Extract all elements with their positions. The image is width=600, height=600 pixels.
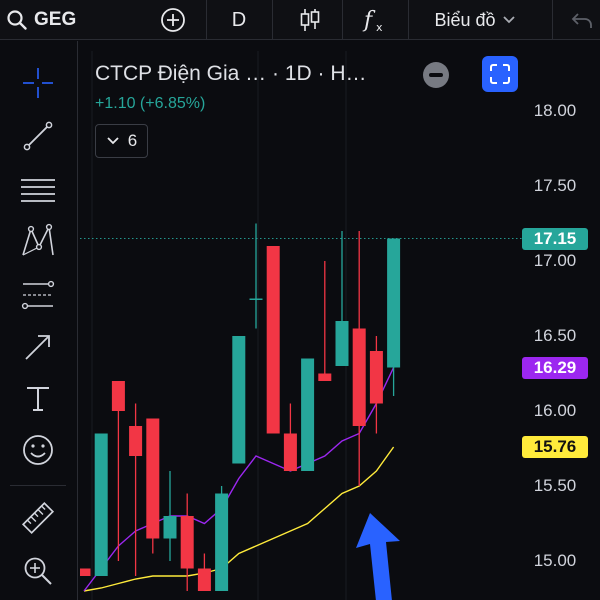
candle-body <box>197 568 211 591</box>
arrow-annotation <box>356 513 400 600</box>
undo-button[interactable] <box>565 0 599 40</box>
brush-tool[interactable] <box>14 325 62 369</box>
price-change: +1.10 (+6.85%) <box>95 95 206 112</box>
chevron-down-icon <box>107 137 119 145</box>
toolbar-divider <box>342 0 343 40</box>
trend-line-icon <box>23 121 53 151</box>
symbol-label: GEG <box>34 9 77 30</box>
toolbar-divider <box>272 0 273 40</box>
xabcd-pattern-icon <box>22 223 54 256</box>
candle-body <box>387 238 401 368</box>
drawing-toolbar <box>0 41 78 600</box>
price-scale-label: 16.50 <box>533 326 577 345</box>
indicator-count: 6 <box>127 131 138 150</box>
forecast-lines-icon <box>21 280 55 310</box>
chart-type-dropdown[interactable]: Biểu đồ <box>415 0 535 40</box>
svg-text:f: f <box>362 8 376 33</box>
toolbar-divider <box>408 0 409 40</box>
toolbar-divider <box>206 0 207 40</box>
arrow-pen-icon <box>25 335 50 360</box>
indicators-button[interactable]: f x <box>360 0 392 40</box>
candle-body <box>232 336 246 464</box>
price-scale-label: 18.00 <box>533 101 577 120</box>
candle-body <box>180 516 194 569</box>
fib-retracement-tool[interactable] <box>14 167 62 211</box>
fullscreen-button[interactable] <box>482 56 518 92</box>
price-scale-label: 15.00 <box>533 551 577 570</box>
add-circle-icon <box>161 8 185 32</box>
crosshair-tool[interactable] <box>14 61 62 105</box>
zoom-in-icon <box>24 557 52 585</box>
tools-divider <box>10 485 66 486</box>
price-chart[interactable] <box>80 41 600 600</box>
collapse-button[interactable] <box>423 62 449 88</box>
horizontal-lines-icon <box>21 179 55 202</box>
chart-pane[interactable] <box>80 41 600 600</box>
chart-type-label: Biểu đồ <box>434 9 496 30</box>
candlestick-icon <box>300 9 320 31</box>
pattern-tool[interactable] <box>14 219 62 263</box>
candle-body <box>335 321 349 366</box>
fullscreen-icon <box>490 64 510 84</box>
crosshair-icon <box>23 68 53 98</box>
price-tag: 17.15 <box>522 227 588 250</box>
candle-body <box>266 246 280 434</box>
function-fx-icon: f x <box>362 8 383 34</box>
zoom-in-tool[interactable] <box>14 549 62 593</box>
candle-body <box>369 351 383 404</box>
price-scale-label: 16.00 <box>533 401 577 420</box>
candle-body <box>111 381 125 411</box>
candle-body <box>301 358 315 471</box>
price-tag: 16.29 <box>522 356 588 379</box>
candle-body <box>352 328 366 426</box>
price-scale-label: 17.00 <box>533 251 577 270</box>
candles-type-button[interactable] <box>294 0 326 40</box>
minus-icon <box>429 73 443 77</box>
price-scale-label: 17.50 <box>533 176 577 195</box>
candle-body <box>129 426 143 456</box>
ma-slow-line <box>83 446 395 592</box>
indicators-toggle[interactable]: 6 <box>95 124 148 158</box>
forecasting-tool[interactable] <box>14 273 62 317</box>
candle-body <box>94 433 108 576</box>
svg-text:x: x <box>376 21 383 34</box>
candle-body <box>249 298 263 300</box>
candle-body <box>146 418 160 539</box>
text-tool[interactable] <box>14 377 62 421</box>
candle-body <box>80 568 91 576</box>
symbol-search-button[interactable]: GEG <box>6 0 146 40</box>
candle-body <box>163 516 177 539</box>
chevron-down-icon <box>502 16 515 24</box>
search-icon <box>7 10 27 30</box>
toolbar-divider <box>552 0 553 40</box>
smiley-icon <box>23 435 53 465</box>
measure-tool[interactable] <box>14 496 62 540</box>
compare-symbol-button[interactable] <box>156 0 190 40</box>
top-toolbar: GEG D f x Biểu đồ <box>0 0 600 40</box>
trend-line-tool[interactable] <box>14 114 62 158</box>
undo-icon <box>571 13 592 28</box>
legend-title[interactable]: CTCP Điện Gia … · 1D · H… <box>95 62 367 85</box>
ruler-icon <box>21 501 55 535</box>
candle-body <box>318 373 332 381</box>
candle-body <box>283 433 297 471</box>
text-icon <box>27 387 49 411</box>
interval-button[interactable]: D <box>231 8 247 31</box>
price-scale-label: 15.50 <box>533 476 577 495</box>
candle-body <box>215 493 229 591</box>
price-tag: 15.76 <box>522 436 588 458</box>
icon-tool[interactable] <box>14 428 62 472</box>
